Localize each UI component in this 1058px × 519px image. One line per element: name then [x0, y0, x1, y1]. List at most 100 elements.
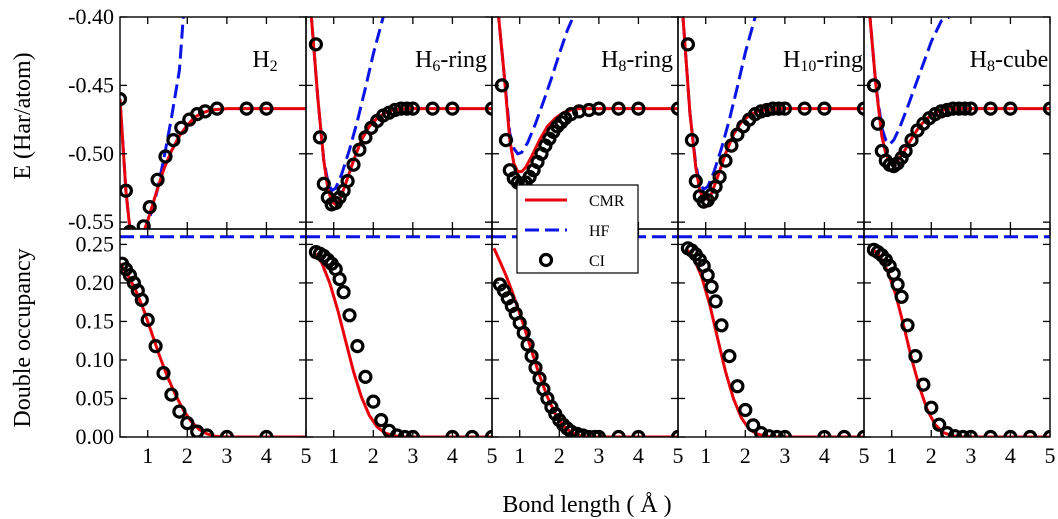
x-tick-label: 4: [819, 443, 830, 468]
ci-point: [870, 116, 886, 131]
ci-point: [932, 417, 947, 432]
ci-point: [900, 318, 915, 333]
cmr-line-bottom: [312, 251, 492, 437]
ci-point: [332, 272, 347, 287]
ci-point: [611, 429, 626, 437]
ci-point: [708, 294, 723, 309]
cmr-line-top: [681, 17, 864, 201]
ci-point: [142, 200, 157, 215]
x-tick-label: 2: [554, 443, 565, 468]
y-tick-label: 0.00: [76, 424, 115, 449]
ci-point: [520, 337, 535, 352]
x-tick-label: 1: [328, 443, 339, 468]
ci-point: [172, 404, 187, 419]
ci-point: [134, 233, 145, 244]
ci-point: [714, 318, 729, 333]
ci-point: [940, 426, 955, 437]
y-tick-label: -0.40: [68, 4, 114, 29]
legend: CMR HF CI: [516, 184, 639, 274]
panel-title-main: H: [970, 47, 987, 73]
ci-point: [465, 429, 480, 437]
ci-point: [134, 292, 149, 307]
ci-point: [123, 224, 137, 229]
panel-frame-bottom: [863, 228, 1051, 438]
ci-point: [738, 402, 753, 418]
cmr-line-top: [497, 17, 678, 174]
x-tick-label: 5: [1045, 443, 1056, 468]
ci-point: [190, 106, 205, 122]
panel-title-main: H: [783, 47, 800, 73]
ci-point: [700, 268, 715, 283]
ci-point: [746, 418, 761, 433]
cmr-line-bottom: [120, 262, 306, 437]
panel-2: 1 2 3 4 5 H6-ring: [305, 16, 498, 468]
panel-title-suffix: -ring: [816, 47, 863, 73]
x-tick-label: 5: [487, 443, 498, 468]
x-tick-label: 3: [407, 443, 418, 468]
ci-point: [350, 339, 365, 354]
ci-point: [200, 428, 215, 437]
ci-point: [397, 429, 412, 437]
hf-line-top: [868, 17, 950, 147]
ci-point: [724, 138, 739, 153]
ci-point: [259, 101, 274, 116]
plot-area-top: [494, 17, 678, 191]
panel-title-suffix: -cube: [995, 47, 1048, 73]
legend-label-cmr: CMR: [589, 193, 625, 210]
ci-point: [955, 429, 970, 437]
ci-point: [166, 133, 181, 148]
ci-point: [837, 429, 852, 437]
ci-point: [140, 312, 155, 327]
ci-point: [336, 285, 351, 300]
ci-point: [777, 101, 793, 116]
ci-point: [688, 174, 703, 189]
ci-point: [957, 101, 973, 116]
ci-point: [174, 120, 189, 135]
ci-point: [164, 387, 179, 402]
plot-area-top: [680, 17, 864, 209]
ci-point: [312, 130, 327, 145]
ci-point: [611, 101, 626, 116]
ci-point: [722, 349, 737, 364]
cmr-line-bottom: [684, 247, 864, 437]
x-tick-label: 2: [926, 443, 937, 468]
ci-point: [680, 37, 696, 52]
ci-point: [352, 142, 367, 157]
cmr-line-bottom: [492, 247, 678, 437]
ci-point: [132, 239, 143, 250]
ci-point: [771, 101, 787, 116]
plot-area-bottom: [120, 235, 306, 437]
ci-point: [358, 369, 373, 384]
y-tick-label: -0.55: [68, 209, 114, 234]
ci-point: [924, 400, 939, 415]
panel-title: H6-ring: [415, 47, 487, 75]
x-tick-label: 1: [514, 443, 525, 468]
y-tick-label: 0.20: [76, 270, 115, 295]
panel-frame-top: [119, 16, 307, 230]
plot-area-top: [308, 17, 492, 212]
panel-title-suffix: -ring: [440, 47, 487, 73]
panel-title: H8-ring: [601, 47, 673, 75]
ci-point: [898, 143, 913, 159]
x-tick-label: 1: [142, 443, 153, 468]
y-tick-label: -0.45: [68, 72, 114, 97]
x-tick-label: 3: [221, 443, 232, 468]
ci-point: [374, 413, 389, 428]
ci-point: [524, 349, 539, 364]
ci-point: [425, 101, 440, 116]
x-tick-label: 3: [593, 443, 604, 468]
ci-point: [769, 429, 784, 437]
panel-title-sub: 6: [432, 58, 440, 75]
ci-point: [308, 37, 323, 52]
panel-title: H8-cube: [970, 47, 1049, 75]
legend-marker-ci: [538, 252, 554, 268]
ci-point: [484, 101, 492, 116]
legend-label-hf: HF: [589, 223, 610, 240]
x-tick-label: 5: [673, 443, 684, 468]
ci-point: [754, 426, 769, 437]
ci-point: [916, 377, 931, 392]
panel-title-suffix: -ring: [626, 47, 673, 73]
ci-point: [239, 101, 254, 116]
ci-point: [581, 429, 597, 437]
